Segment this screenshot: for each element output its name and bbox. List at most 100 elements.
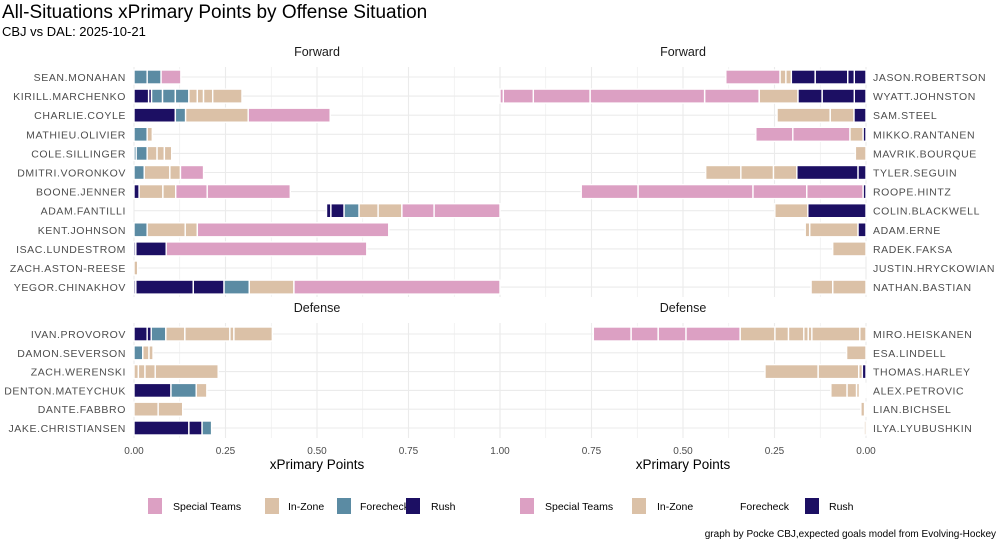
legend-label: Rush — [431, 501, 456, 513]
legend-swatch — [715, 498, 729, 514]
bar-segment-forecheck — [223, 279, 250, 295]
bar-segment-in-zone — [854, 145, 867, 162]
bar-segment-in-zone — [831, 241, 867, 257]
bar-segment-in-zone — [810, 279, 834, 295]
bar-segment-rush — [847, 69, 855, 85]
bar-segment-special-teams — [532, 88, 591, 104]
player-label: KIRILL.MARCHENKO — [13, 91, 126, 103]
bar-segment-rush — [853, 69, 867, 85]
player-label: ALEX.PETROVIC — [873, 385, 964, 397]
bar-segment-rush — [133, 420, 190, 436]
bar-segment-special-teams — [293, 279, 501, 295]
x-tick-label: 0.00 — [124, 446, 144, 457]
facet-strip-label: Forward — [294, 45, 340, 59]
bar-segment-rush — [330, 202, 345, 219]
x-tick-label: 0.50 — [307, 446, 327, 457]
bar-segment-rush — [188, 420, 203, 436]
bar-segment-in-zone — [817, 363, 860, 380]
bar-segment-forecheck — [150, 326, 167, 342]
player-label: ADAM.FANTILLI — [41, 206, 126, 218]
legend-label: In-Zone — [288, 501, 324, 513]
bar-segment-in-zone — [133, 260, 139, 276]
bar-segment-forecheck — [133, 222, 148, 238]
bar-segment-special-teams — [657, 326, 687, 342]
bar-segment-in-zone — [165, 326, 186, 342]
player-label: TYLER.SEGUIN — [873, 168, 957, 180]
bar-segment-special-teams — [630, 326, 659, 342]
legend-swatch — [337, 498, 351, 514]
bar-segment-in-zone — [195, 382, 208, 399]
bar-segment-forecheck — [174, 88, 190, 104]
player-label: MIRO.HEISKANEN — [873, 329, 972, 341]
bar-segment-rush — [135, 241, 167, 257]
bar-segment-special-teams — [179, 164, 205, 181]
bar-segment-in-zone — [804, 222, 811, 238]
player-label: COLIN.BLACKWELL — [873, 206, 980, 218]
player-label: DAMON.SEVERSON — [17, 348, 126, 360]
bar-segment-special-teams — [592, 326, 632, 342]
bar-segment-rush — [857, 164, 867, 181]
bar-segment-forecheck — [133, 126, 148, 143]
bar-segment-in-zone — [845, 345, 867, 361]
bar-segment-rush — [807, 202, 867, 219]
bar-segment-forecheck — [858, 382, 867, 399]
bar-segment-rush — [133, 326, 148, 342]
bar-segment-in-zone — [146, 222, 186, 238]
player-label: JUSTIN.HRYCKOWIAN — [873, 263, 995, 275]
bar-segment-in-zone — [188, 88, 199, 104]
x-tick-label: 0.00 — [856, 446, 876, 457]
facet-strip-label: Forward — [660, 45, 706, 59]
player-label: CHARLIE.COYLE — [34, 110, 126, 122]
bar-segment-in-zone — [138, 183, 164, 200]
player-label: ISAC.LUNDESTROM — [16, 244, 126, 256]
bar-segment-forecheck — [150, 88, 164, 104]
x-tick-label: 0.50 — [673, 446, 693, 457]
x-axis-title-left: xPrimary Points — [270, 457, 365, 472]
player-label: MAVRIK.BOURQUE — [873, 148, 977, 160]
bar-segment-in-zone — [184, 107, 249, 123]
x-tick-label: 0.75 — [582, 446, 602, 457]
bar-segment-special-teams — [752, 183, 808, 200]
bar-segment-in-zone — [148, 345, 154, 361]
labels: Forward SEAN.MONAHAN KIRILL.MARCHENKO CHARL… — [4, 45, 995, 457]
legend-label: Forecheck — [360, 501, 410, 513]
player-label: THOMAS.HARLEY — [873, 367, 971, 379]
legend-swatch — [520, 498, 534, 514]
bar-segment-in-zone — [704, 164, 742, 181]
bar-segment-in-zone — [831, 279, 867, 295]
bar-segment-special-teams — [502, 88, 535, 104]
bars — [133, 69, 867, 436]
bar-segment-rush — [135, 279, 194, 295]
bar-segment-forecheck — [146, 69, 162, 85]
player-label: MATHIEU.OLIVIER — [26, 129, 126, 141]
bar-segment-rush — [790, 69, 816, 85]
bar-segment-rush — [797, 88, 823, 104]
x-tick-label: 0.25 — [216, 446, 236, 457]
bar-segment-special-teams — [580, 183, 639, 200]
player-label: RADEK.FAKSA — [873, 244, 953, 256]
bar-segment-rush — [814, 69, 849, 85]
bar-segment-special-teams — [160, 69, 182, 85]
bar-segment-in-zone — [377, 202, 403, 219]
legend: Special Teams In-Zone Forecheck Rush Special… — [148, 498, 854, 514]
bar-segment-in-zone — [358, 202, 379, 219]
bar-segment-in-zone — [137, 363, 146, 380]
legend-swatch — [632, 498, 646, 514]
bar-segment-forecheck — [135, 145, 148, 162]
bar-segment-in-zone — [169, 164, 182, 181]
facet-strip-label: Defense — [294, 301, 341, 315]
bar-segment-forecheck — [201, 420, 213, 436]
legend-label: In-Zone — [657, 501, 693, 513]
player-label: ESA.LINDELL — [873, 348, 946, 360]
bar-segment-in-zone — [184, 222, 199, 238]
bar-segment-rush — [853, 88, 867, 104]
bar-segment-rush — [821, 88, 855, 104]
player-label: IVAN.PROVOROV — [31, 329, 126, 341]
bar-segment-in-zone — [163, 145, 173, 162]
bar-segment-in-zone — [846, 382, 858, 399]
bar-segment-special-teams — [401, 202, 435, 219]
legend-swatch — [265, 498, 279, 514]
player-label: ILYA.LYUBUSHKIN — [873, 423, 972, 435]
bar-segment-forecheck — [161, 88, 177, 104]
bar-segment-special-teams — [433, 202, 501, 219]
